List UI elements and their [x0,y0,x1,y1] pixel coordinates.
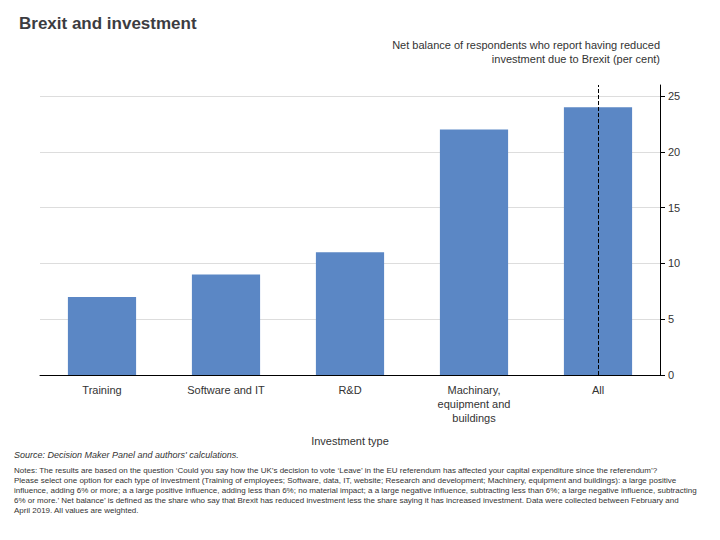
svg-text:Notes: The results are based o: Notes: The results are based on the ques… [14,466,659,475]
svg-text:investment due to Brexit (per: investment due to Brexit (per cent) [492,53,660,65]
svg-text:20: 20 [668,146,680,158]
svg-text:Net balance of respondents who: Net balance of respondents who report ha… [392,39,660,51]
svg-text:Brexit and investment: Brexit and investment [19,14,197,33]
svg-text:R&D: R&D [338,384,361,396]
svg-text:25: 25 [668,90,680,102]
svg-text:buildings: buildings [452,412,496,424]
svg-text:5: 5 [668,313,674,325]
svg-text:10: 10 [668,257,680,269]
svg-text:15: 15 [668,202,680,214]
svg-text:April 2019. All values are wei: April 2019. All values are weighted. [14,506,139,515]
svg-text:Investment type: Investment type [311,435,389,447]
svg-text:All: All [592,384,604,396]
svg-text:equipment and: equipment and [438,398,511,410]
svg-text:Machinary,: Machinary, [448,384,501,396]
svg-text:Source: Decision Maker Panel a: Source: Decision Maker Panel and authors… [14,450,239,460]
svg-text:Training: Training [82,384,121,396]
svg-text:Please select one option for e: Please select one option for each type o… [14,476,678,485]
svg-text:6% or more.’ Net balance’ is d: 6% or more.’ Net balance’ is defined as … [14,496,681,505]
svg-text:0: 0 [668,369,674,381]
svg-text:influence, adding 6% or more;: influence, adding 6% or more; a a large … [14,486,699,495]
svg-text:Software and IT: Software and IT [187,384,265,396]
